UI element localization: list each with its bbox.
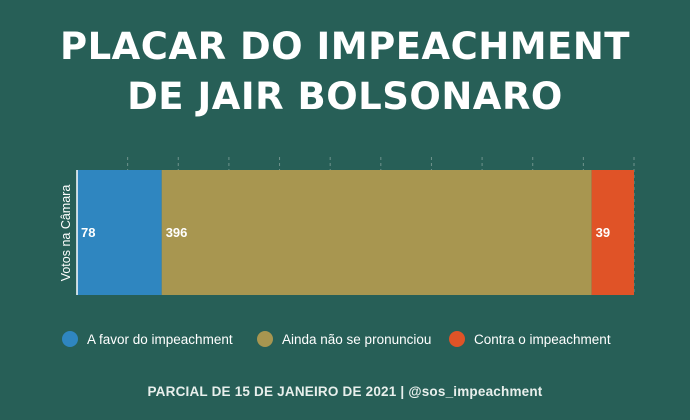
chart-title-line-2: DE JAIR BOLSONARO (127, 75, 563, 118)
legend-swatch-favor (62, 331, 78, 347)
chart-title: PLACAR DO IMPEACHMENT DE JAIR BOLSONARO (0, 22, 690, 122)
legend: A favor do impeachment Ainda não se pron… (0, 331, 690, 353)
legend-label-against: Contra o impeachment (474, 331, 611, 347)
legend-label-undeclared: Ainda não se pronunciou (282, 331, 432, 347)
bar-segment-favor (77, 170, 162, 295)
legend-item-against: Contra o impeachment (449, 331, 611, 347)
footer-credit: PARCIAL DE 15 DE JANEIRO DE 2021 | @sos_… (147, 384, 543, 399)
bar-segment-undeclared (161, 170, 592, 295)
legend-item-undeclared: Ainda não se pronunciou (257, 331, 431, 347)
legend-item-favor: A favor do impeachment (62, 331, 233, 347)
data-labels: 78 396 39 (81, 225, 610, 240)
data-label-undeclared: 396 (166, 225, 188, 240)
legend-swatch-against (449, 331, 465, 347)
legend-label-favor: A favor do impeachment (87, 331, 233, 347)
bar-segment-against (591, 170, 634, 295)
y-axis-label: Votos na Câmara (59, 185, 73, 282)
legend-swatch-undeclared (257, 331, 273, 347)
chart-title-line-1: PLACAR DO IMPEACHMENT (59, 25, 631, 68)
data-label-against: 39 (596, 225, 610, 240)
data-label-favor: 78 (81, 225, 95, 240)
bar-segments (77, 170, 634, 295)
